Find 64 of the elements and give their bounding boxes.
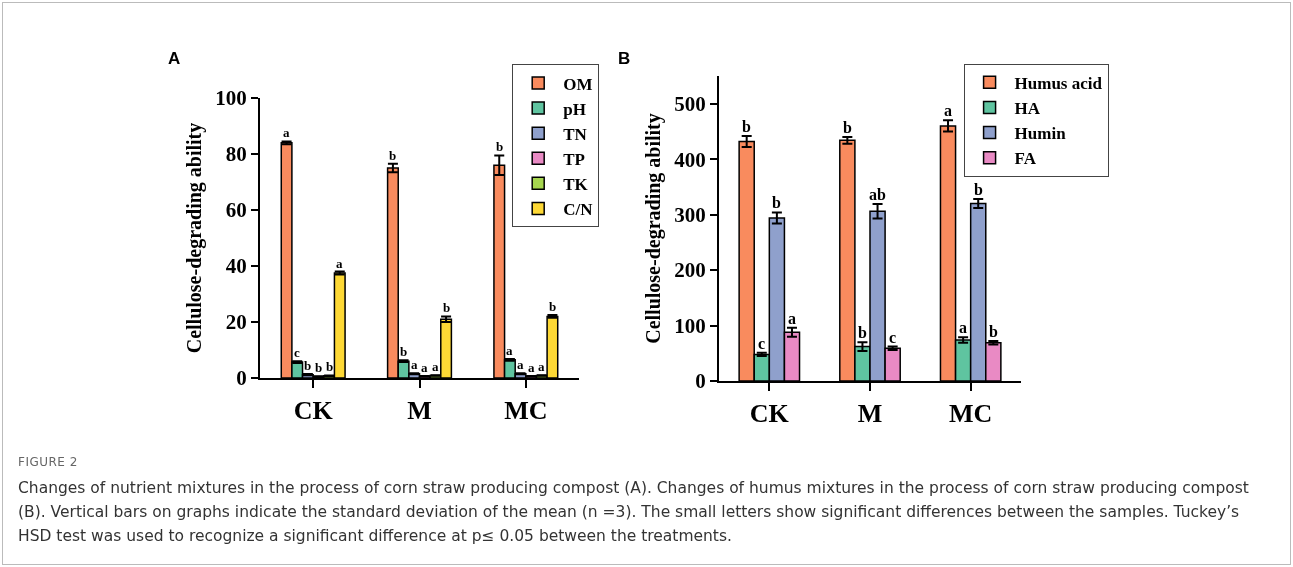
- data-label: a: [283, 125, 290, 140]
- data-label: b: [443, 300, 451, 315]
- data-label: c: [889, 329, 897, 346]
- data-label: a: [959, 319, 967, 336]
- data-label: a: [538, 359, 545, 374]
- caption: FIGURE 2: [18, 455, 78, 469]
- y-tick-label: 300: [674, 202, 706, 227]
- data-label: a: [506, 343, 513, 358]
- text: Changes of nutrient mixtures in the process of corn straw producing compost (A). Changes of humus mixtures in the process of corn straw producing compost (B). Vertical bars on graphs indicate the standard deviation of the mean (n =3). The small letters show significant differences between the samples. Tuckey’s HSD test was used to recognize a significant difference at p≤ 0.05 between the treatments.: [18, 478, 1250, 547]
- y-tick-label: 40: [225, 254, 247, 279]
- data-label: b: [858, 324, 867, 341]
- y-tick-label: 100: [674, 313, 706, 338]
- y-tick-label: 0: [695, 369, 706, 394]
- x-tick-label: CK: [749, 399, 790, 429]
- data-label: b: [974, 181, 983, 198]
- data-label: b: [989, 323, 998, 340]
- legend-label: TK: [563, 174, 589, 194]
- y-tick-label: 200: [674, 258, 706, 283]
- y-tick-label: 100: [215, 86, 247, 111]
- data-label: b: [549, 299, 557, 314]
- legend-label: Humin: [1014, 124, 1067, 144]
- y-tick-label: 0: [236, 366, 247, 391]
- data-label: b: [389, 148, 397, 163]
- legend-label: Humus acid: [1014, 73, 1103, 93]
- data-label: ab: [869, 186, 886, 203]
- data-label: b: [742, 118, 751, 135]
- y-tick-label: 80: [225, 142, 247, 167]
- y-axis-title: Cellulose-degrading ability: [642, 113, 666, 344]
- legend-label: pH: [563, 99, 586, 119]
- y-axis-title: Cellulose-degrading ability: [183, 122, 207, 354]
- data-label: b: [304, 358, 312, 373]
- data-label: b: [315, 360, 323, 375]
- data-label: b: [843, 119, 852, 136]
- data-label: b: [772, 194, 781, 211]
- y-tick-label: 20: [225, 310, 247, 335]
- data-label: a: [788, 310, 796, 327]
- data-label: b: [496, 139, 504, 154]
- data-label: a: [336, 256, 343, 271]
- y-tick-label: 60: [225, 198, 247, 223]
- data-label: a: [528, 360, 535, 375]
- x-tick-label: MC: [949, 399, 993, 429]
- data-label: a: [411, 357, 418, 372]
- chart-title: B: [618, 48, 631, 68]
- legend-label: TP: [563, 149, 585, 169]
- data-label: b: [326, 359, 334, 374]
- data-label: a: [517, 357, 524, 372]
- legend-label: HA: [1014, 99, 1041, 119]
- legend-label: FA: [1014, 149, 1037, 169]
- legend-label: OM: [563, 74, 593, 94]
- y-tick-label: 400: [674, 147, 706, 172]
- data-label: a: [432, 359, 439, 374]
- chart-title: A: [168, 48, 181, 68]
- y-tick-label: 500: [674, 92, 706, 117]
- x-tick-label: M: [857, 399, 883, 429]
- legend-label: C/N: [563, 200, 594, 220]
- data-label: c: [758, 335, 766, 352]
- data-label: a: [421, 360, 428, 375]
- x-tick-label: MC: [504, 396, 548, 426]
- data-label: c: [294, 345, 300, 360]
- x-tick-label: M: [407, 396, 432, 426]
- x-tick-label: CK: [293, 396, 334, 426]
- data-label: b: [400, 344, 408, 359]
- legend-label: TN: [563, 124, 588, 144]
- data-label: a: [944, 102, 952, 119]
